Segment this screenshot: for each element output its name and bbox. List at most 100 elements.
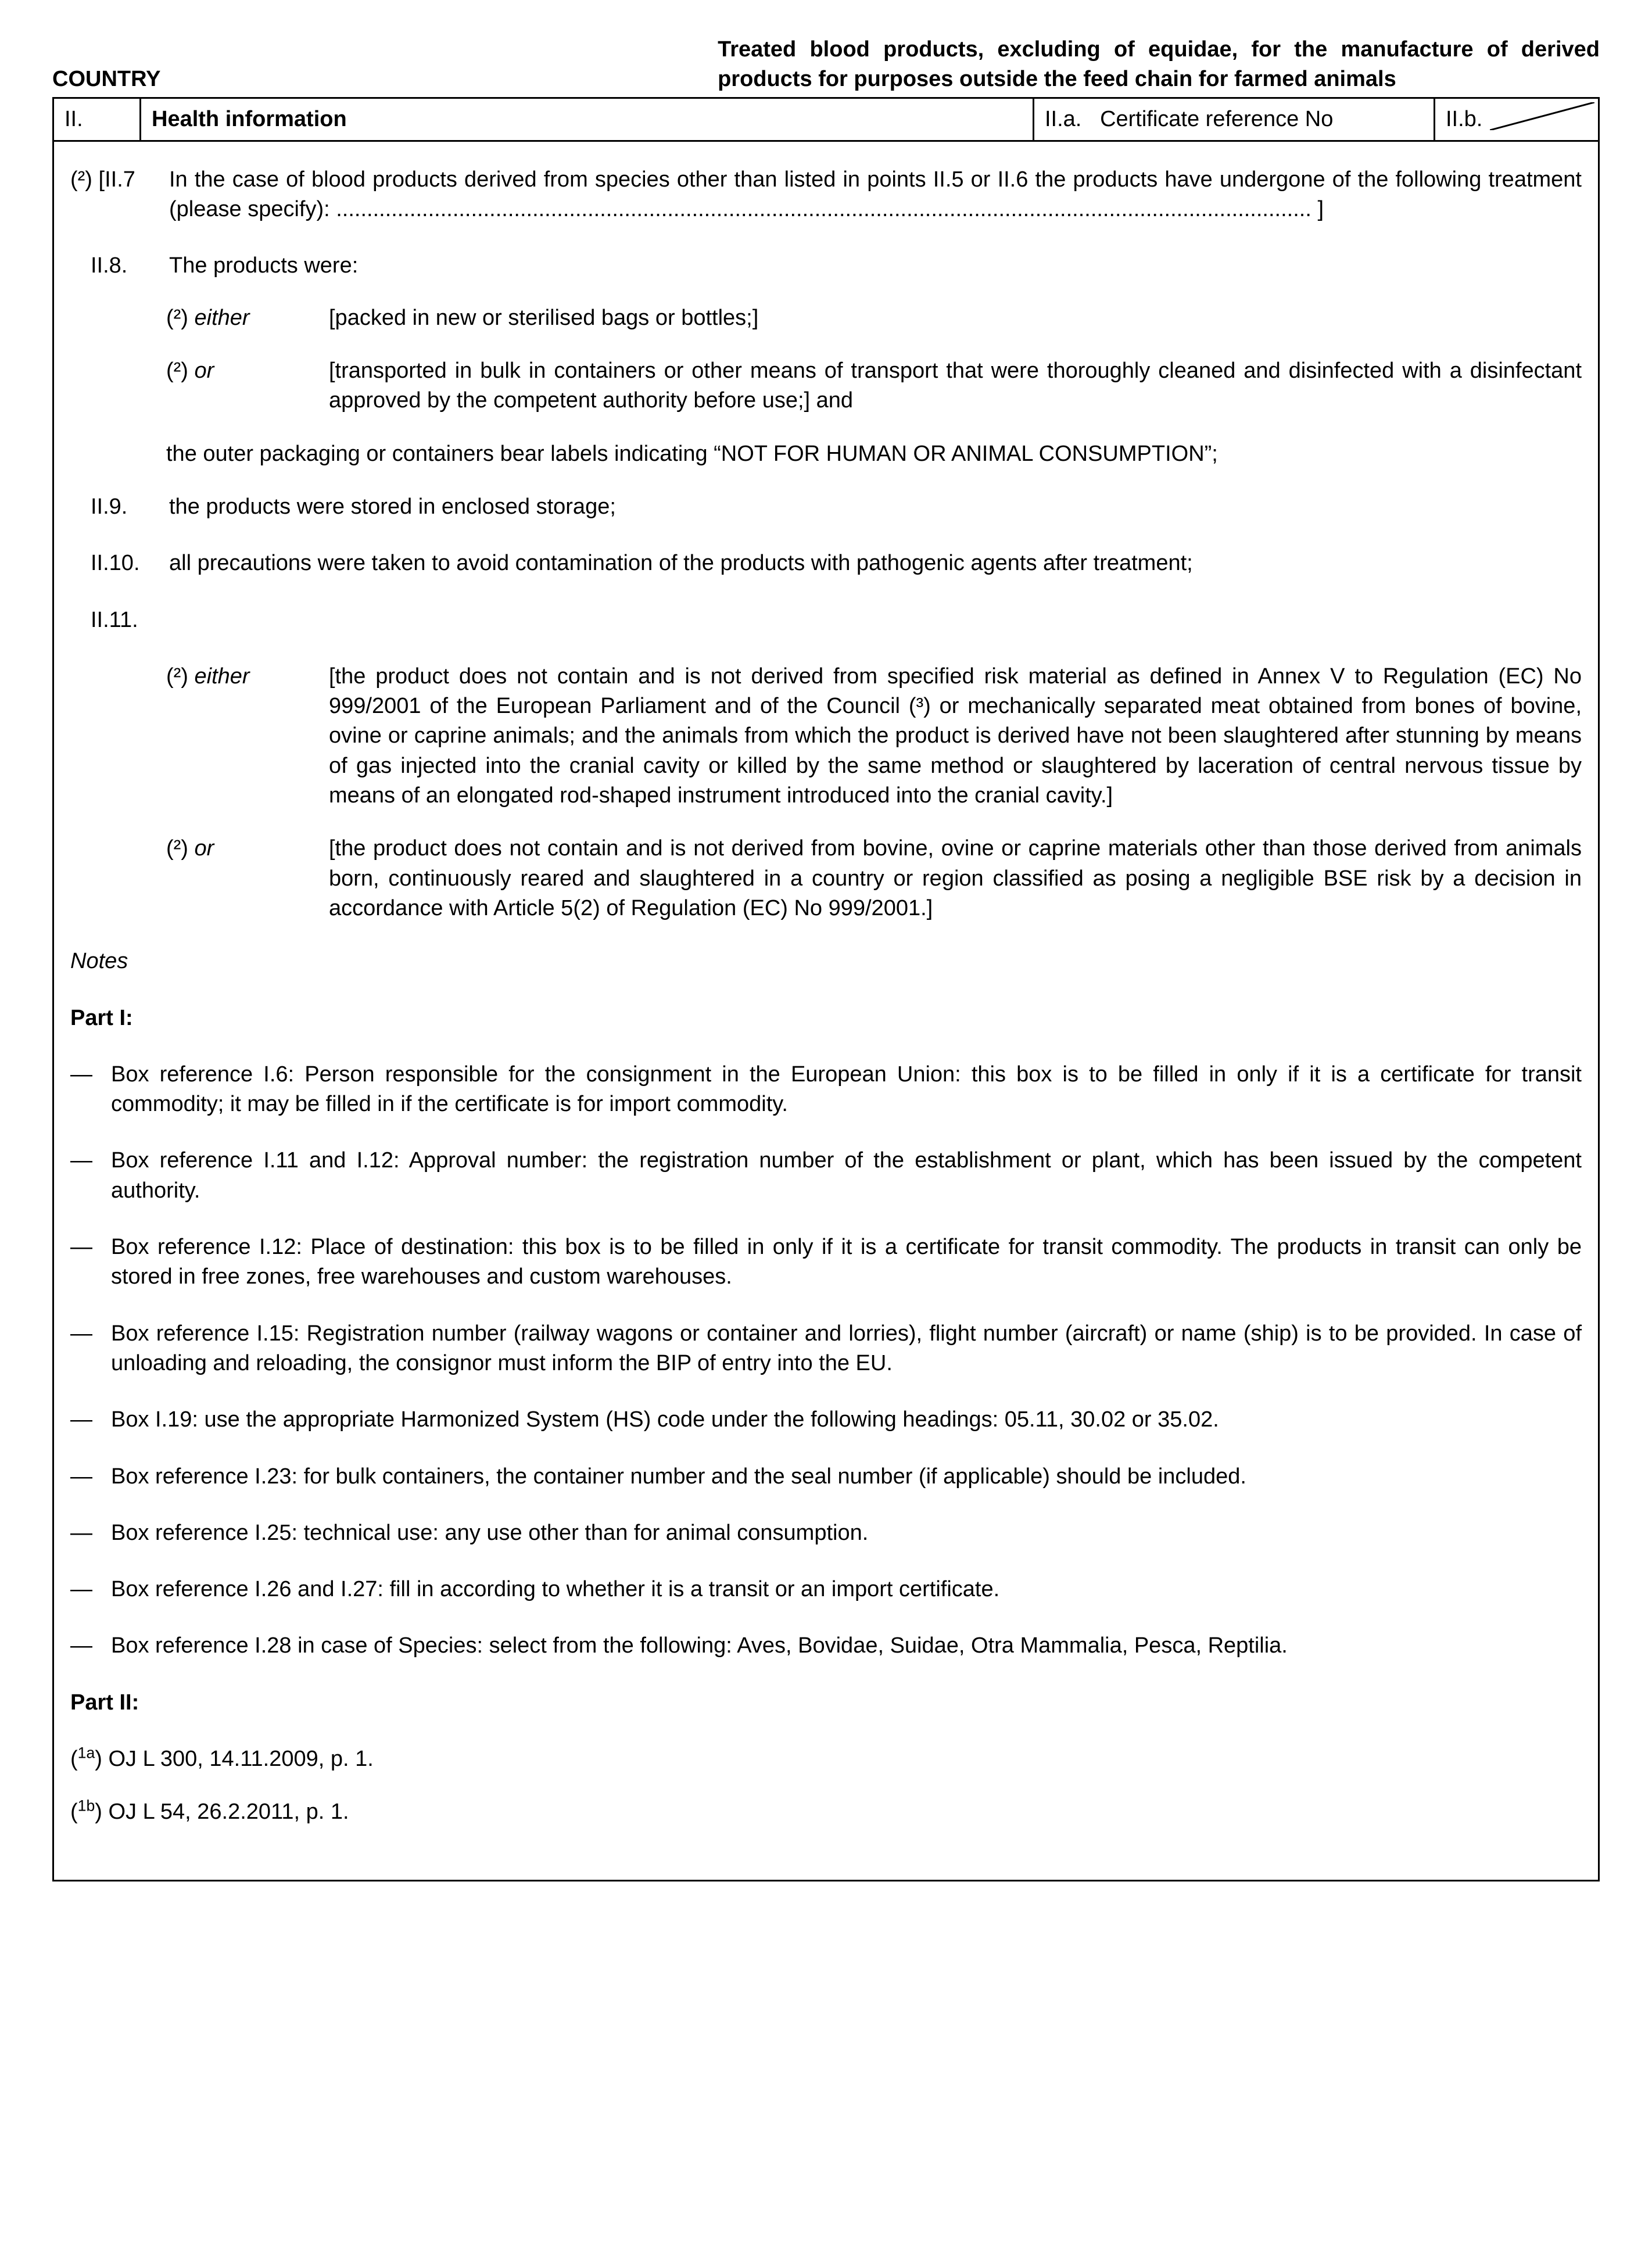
ii8-blank [70,251,91,281]
col-health-info: Health information [141,99,1034,140]
notes-word: Notes [70,947,1582,976]
ii10-num: II.10. [91,549,169,578]
or-word: or [195,359,214,383]
spacer [70,662,166,811]
fn2-mark: (²) [166,359,195,383]
top-header: COUNTRY Treated blood products, excludin… [52,35,1600,97]
note-9: — Box reference I.28 in case of Species:… [70,1631,1582,1661]
country-label: COUNTRY [52,64,718,96]
item-ii8: II.8. The products were: [70,251,1582,281]
note-5-text: Box I.19: use the appropriate Harmonized… [111,1405,1582,1435]
note-7-text: Box reference I.25: technical use: any u… [111,1518,1582,1548]
dash-icon: — [70,1060,111,1120]
footnote-1b: (1b) OJ L 54, 26.2.2011, p. 1. [70,1797,1582,1827]
dash-icon: — [70,1631,111,1661]
note-1-text: Box reference I.6: Person responsible fo… [111,1060,1582,1120]
dash-icon: — [70,1575,111,1604]
part1-heading: Part I: [70,1004,1582,1033]
either-word: either [195,306,250,330]
notes-block: Notes Part I: — Box reference I.6: Perso… [70,947,1582,1827]
blank [70,605,91,635]
main-box: II. Health information II.a. Certificate… [52,97,1600,1881]
ii11-either-tag: (²) either [166,662,329,811]
ii7-text: In the case of blood products derived fr… [169,165,1582,225]
item-ii10: II.10. all precautions were taken to avo… [70,549,1582,578]
dash-icon: — [70,1405,111,1435]
ii8-intro: The products were: [169,251,1582,281]
iia-text: Certificate reference No [1100,107,1333,131]
fn2-mark: (²) [166,836,195,861]
col-iia: II.a. Certificate reference No [1034,99,1435,140]
note-8-text: Box reference I.26 and I.27: fill in acc… [111,1575,1582,1604]
item-ii11: II.11. [70,605,1582,635]
ii8-or-row: (²) or [transported in bulk in container… [70,356,1582,416]
ii8-either-row: (²) either [packed in new or sterilised … [70,303,1582,333]
either-word: either [195,664,250,689]
ii8-either-text: [packed in new or sterilised bags or bot… [329,303,1582,333]
blank [70,492,91,522]
note-1: — Box reference I.6: Person responsible … [70,1060,1582,1120]
note-8: — Box reference I.26 and I.27: fill in a… [70,1575,1582,1604]
part2-heading: Part II: [70,1688,1582,1718]
note-5: — Box I.19: use the appropriate Harmoniz… [70,1405,1582,1435]
note-6-text: Box reference I.23: for bulk containers,… [111,1462,1582,1492]
or-word: or [195,836,214,861]
ii11-either-row: (²) either [the product does not contain… [70,662,1582,811]
ii8-or-text: [transported in bulk in containers or ot… [329,356,1582,416]
ii11-either-text: [the product does not contain and is not… [329,662,1582,811]
fn1a-sup: 1a [78,1744,95,1761]
spacer [70,439,166,469]
dash-icon: — [70,1518,111,1548]
note-2: — Box reference I.11 and I.12: Approval … [70,1146,1582,1206]
fn1a-post: ) OJ L 300, 14.11.2009, p. 1. [95,1747,374,1771]
header-row: II. Health information II.a. Certificate… [54,99,1598,142]
note-9-text: Box reference I.28 in case of Species: s… [111,1631,1582,1661]
col-roman-two: II. [54,99,141,140]
fn2-mark: (²) [166,306,195,330]
note-3-text: Box reference I.12: Place of destination… [111,1232,1582,1292]
ii11-num: II.11. [91,605,169,635]
note-6: — Box reference I.23: for bulk container… [70,1462,1582,1492]
spacer [70,356,166,416]
ii8-or-tag: (²) or [166,356,329,416]
dash-icon: — [70,1232,111,1292]
note-3: — Box reference I.12: Place of destinati… [70,1232,1582,1292]
fn1b-post: ) OJ L 54, 26.2.2011, p. 1. [95,1800,349,1824]
body: (²) [II.7 In the case of blood products … [54,142,1598,1880]
fn2-mark: (²) [166,664,195,689]
ii7-mark: (²) [II.7 [70,165,169,225]
col-iib: II.b. [1435,99,1598,140]
spacer [70,834,166,923]
ii9-text: the products were stored in enclosed sto… [169,492,1582,522]
iib-label: II.b. [1446,107,1482,131]
note-4-text: Box reference I.15: Registration number … [111,1319,1582,1379]
iia-label: II.a. [1045,107,1081,131]
dash-icon: — [70,1462,111,1492]
ii8-tail-row: the outer packaging or containers bear l… [70,439,1582,469]
footnote-1a: (1a) OJ L 300, 14.11.2009, p. 1. [70,1744,1582,1774]
page: COUNTRY Treated blood products, excludin… [0,0,1652,1951]
fn1a-pre: ( [70,1747,78,1771]
ii8-tail: the outer packaging or containers bear l… [166,439,1582,469]
note-7: — Box reference I.25: technical use: any… [70,1518,1582,1548]
note-4: — Box reference I.15: Registration numbe… [70,1319,1582,1379]
blank [70,549,91,578]
ii11-or-row: (²) or [the product does not contain and… [70,834,1582,923]
dash-icon: — [70,1319,111,1379]
fn1b-sup: 1b [78,1797,95,1815]
ii11-or-tag: (²) or [166,834,329,923]
item-ii9: II.9. the products were stored in enclos… [70,492,1582,522]
dash-icon: — [70,1146,111,1206]
fn1b-pre: ( [70,1800,78,1824]
ii11-blank [169,605,1582,635]
diagonal-strike-icon [1490,102,1594,130]
ii10-text: all precautions were taken to avoid cont… [169,549,1582,578]
doc-title: Treated blood products, excluding of equ… [718,35,1600,97]
ii11-or-text: [the product does not contain and is not… [329,834,1582,923]
spacer [70,303,166,333]
ii8-either-tag: (²) either [166,303,329,333]
item-ii7: (²) [II.7 In the case of blood products … [70,165,1582,225]
note-2-text: Box reference I.11 and I.12: Approval nu… [111,1146,1582,1206]
ii8-num: II.8. [91,251,169,281]
ii9-num: II.9. [91,492,169,522]
